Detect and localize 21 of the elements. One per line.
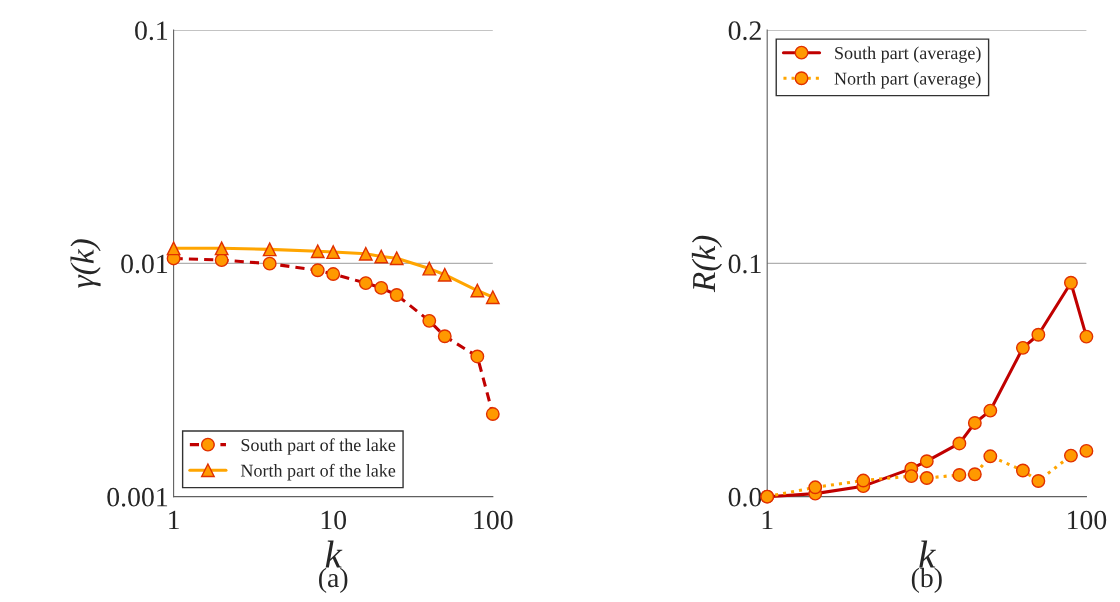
legend-label: North part of the lake bbox=[240, 463, 396, 481]
legend-label: South part of the lake bbox=[241, 438, 396, 455]
x-tick-label: 10 bbox=[321, 510, 347, 530]
y-tick-label: 0.001 bbox=[107, 487, 168, 507]
y-axis-title: γ(k) bbox=[70, 239, 101, 288]
y-axis-title: R(k) bbox=[691, 235, 723, 293]
legend-label: South part (average) bbox=[835, 46, 981, 63]
y-tick-label: 0.0 bbox=[728, 487, 762, 507]
y-tick-label: 0.1 bbox=[135, 21, 168, 41]
y-tick-label: 0.2 bbox=[728, 21, 761, 41]
y-tick-label: 0.01 bbox=[121, 254, 168, 274]
y-tick-label: 0.1 bbox=[728, 254, 761, 274]
x-tick-label: 100 bbox=[474, 510, 513, 530]
text: (b) bbox=[911, 567, 942, 593]
x-axis-title: k bbox=[919, 540, 936, 568]
x-tick-label: 1 bbox=[762, 510, 773, 530]
x-axis-title: k bbox=[325, 540, 343, 568]
x-tick-label: 1 bbox=[169, 510, 179, 530]
legend-label: North part (average) bbox=[834, 72, 981, 89]
x-tick-label: 100 bbox=[1068, 510, 1107, 530]
text: (a) bbox=[319, 567, 348, 593]
